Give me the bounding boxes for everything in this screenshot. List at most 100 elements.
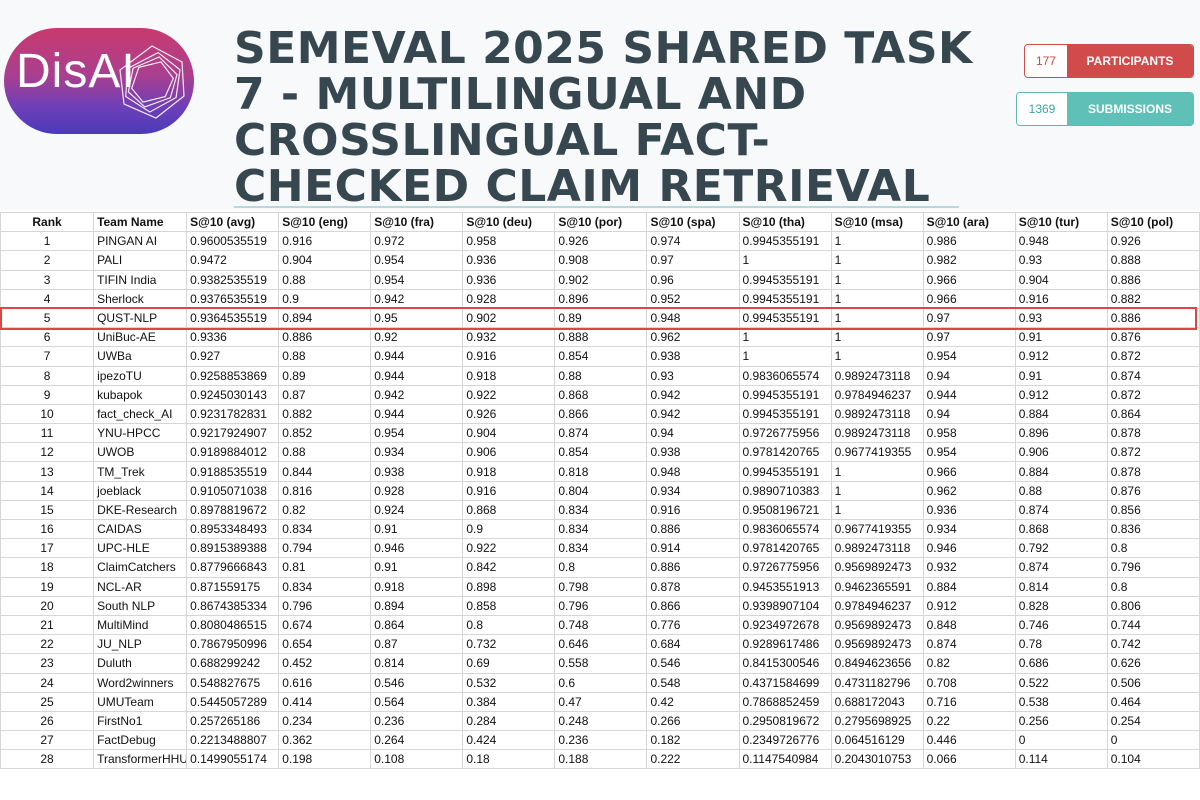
score-cell: 1 — [738, 327, 832, 348]
score-cell: 0.8080486515 — [186, 614, 280, 636]
team-name-cell: QUST-NLP — [93, 307, 188, 329]
score-cell: 0.876 — [1106, 480, 1200, 501]
score-cell: 0.816 — [278, 480, 372, 501]
score-cell: 0.918 — [462, 461, 556, 482]
rank-cell: 2 — [0, 250, 95, 271]
score-cell: 0.922 — [462, 384, 556, 405]
team-name-cell: UWOB — [93, 442, 188, 463]
score-cell: 0.546 — [370, 672, 464, 693]
score-cell: 1 — [738, 346, 832, 367]
score-cell: 0.7867950996 — [186, 634, 280, 655]
score-cell: 0.9945355191 — [738, 269, 832, 290]
title-underline — [234, 206, 959, 208]
score-cell: 0.236 — [370, 710, 464, 732]
score-cell: 0.97 — [922, 327, 1016, 348]
team-name-cell: TM_Trek — [93, 461, 188, 482]
score-cell: 0.854 — [554, 442, 648, 463]
score-cell: 0.264 — [370, 730, 464, 751]
table-row: 14 joeblack 0.9105071038 0.816 0.928 0.916 0.8… — [0, 480, 1200, 501]
score-cell: 0.948 — [646, 307, 740, 329]
score-cell: 0.874 — [922, 634, 1016, 655]
score-cell: 0.942 — [646, 403, 740, 425]
score-cell: 0.066 — [922, 749, 1016, 770]
score-cell: 0.558 — [554, 653, 648, 674]
table-row: 16 CAIDAS 0.8953348493 0.834 0.91 0.9 0.834 0.8… — [0, 518, 1200, 540]
score-cell: 0.918 — [462, 365, 556, 386]
score-cell: 0.82 — [922, 653, 1016, 674]
score-cell: 0.858 — [462, 595, 556, 616]
rank-cell: 18 — [0, 557, 95, 578]
score-cell: 0.924 — [370, 499, 464, 521]
score-cell: 0.93 — [646, 365, 740, 386]
rank-cell: 19 — [0, 576, 95, 597]
score-cell: 0.866 — [646, 595, 740, 616]
team-name-cell: ClaimCatchers — [93, 557, 188, 578]
score-cell: 0.868 — [462, 499, 556, 521]
team-name-cell: CAIDAS — [93, 518, 188, 540]
score-cell: 0 — [1014, 730, 1108, 751]
score-cell: 0.182 — [646, 730, 740, 751]
score-cell: 0.89 — [278, 365, 372, 386]
score-cell: 0.958 — [462, 231, 556, 252]
score-cell: 0.384 — [462, 691, 556, 712]
score-cell: 0.896 — [554, 288, 648, 309]
score-cell: 0.47 — [554, 691, 648, 712]
score-cell: 0.818 — [554, 461, 648, 482]
table-row: 25 UMUTeam 0.5445057289 0.414 0.564 0.384 0.47… — [0, 691, 1200, 712]
table-body: 1 PINGAN AI 0.9600535519 0.916 0.972 0.958 0.9… — [0, 231, 1200, 770]
table-row: 21 MultiMind 0.8080486515 0.674 0.864 0.8 0.74… — [0, 614, 1200, 636]
logo-ring-icon — [119, 45, 185, 119]
table-row: 18 ClaimCatchers 0.8779666843 0.81 0.91 0.842… — [0, 557, 1200, 578]
score-cell: 0.9462365591 — [830, 576, 924, 597]
column-header: S@10 (fra) — [370, 211, 464, 233]
score-cell: 0.794 — [278, 538, 372, 559]
score-cell: 0.744 — [1106, 614, 1200, 636]
score-cell: 1 — [830, 327, 924, 348]
score-cell: 1 — [830, 499, 924, 521]
score-cell: 0.884 — [1014, 403, 1108, 425]
score-cell: 0.9217924907 — [186, 423, 280, 444]
rank-cell: 4 — [0, 288, 95, 309]
score-cell: 0.904 — [1014, 269, 1108, 290]
score-cell: 0.912 — [1014, 346, 1108, 367]
score-cell: 0.896 — [1014, 423, 1108, 444]
score-cell: 0.916 — [1014, 288, 1108, 309]
score-cell: 0.848 — [922, 614, 1016, 636]
score-cell: 0.9836065574 — [738, 365, 832, 386]
score-cell: 0.9890710383 — [738, 480, 832, 501]
score-cell: 0.8 — [554, 557, 648, 578]
score-cell: 0.982 — [922, 250, 1016, 271]
score-cell: 0.8674385334 — [186, 595, 280, 616]
score-cell: 0.906 — [462, 442, 556, 463]
score-cell: 0.746 — [1014, 614, 1108, 636]
column-header: S@10 (pol) — [1106, 211, 1200, 233]
score-cell: 0.266 — [646, 710, 740, 732]
score-cell: 0.932 — [462, 327, 556, 348]
score-cell: 0.546 — [646, 653, 740, 674]
score-cell: 0.916 — [462, 346, 556, 367]
score-cell: 0.88 — [278, 442, 372, 463]
score-cell: 0.626 — [1106, 653, 1200, 674]
score-cell: 0.222 — [646, 749, 740, 770]
score-cell: 0.646 — [554, 634, 648, 655]
score-cell: 0.876 — [1106, 327, 1200, 348]
score-cell: 0.854 — [554, 346, 648, 367]
rank-cell: 6 — [0, 327, 95, 348]
score-cell: 0.872 — [1106, 346, 1200, 367]
score-cell: 0.874 — [1014, 557, 1108, 578]
rank-cell: 10 — [0, 403, 95, 425]
score-cell: 0.936 — [462, 250, 556, 271]
disai-logo: DisAI — [4, 28, 194, 134]
rank-cell: 15 — [0, 499, 95, 521]
table-row: 5 QUST-NLP 0.9364535519 0.894 0.95 0.902 0.89 0… — [0, 307, 1200, 329]
score-cell: 1 — [830, 288, 924, 309]
score-cell: 0.5445057289 — [186, 691, 280, 712]
score-cell: 0.834 — [554, 499, 648, 521]
page-title: SEMEVAL 2025 SHARED TASK 7 - MULTILINGUA… — [234, 23, 973, 212]
score-cell: 0.806 — [1106, 595, 1200, 616]
logo-text: DisAI — [16, 45, 136, 98]
score-cell: 0.89 — [554, 307, 648, 329]
score-cell: 0.886 — [278, 327, 372, 348]
score-cell: 0.9945355191 — [738, 384, 832, 405]
score-cell: 0.93 — [1014, 250, 1108, 271]
